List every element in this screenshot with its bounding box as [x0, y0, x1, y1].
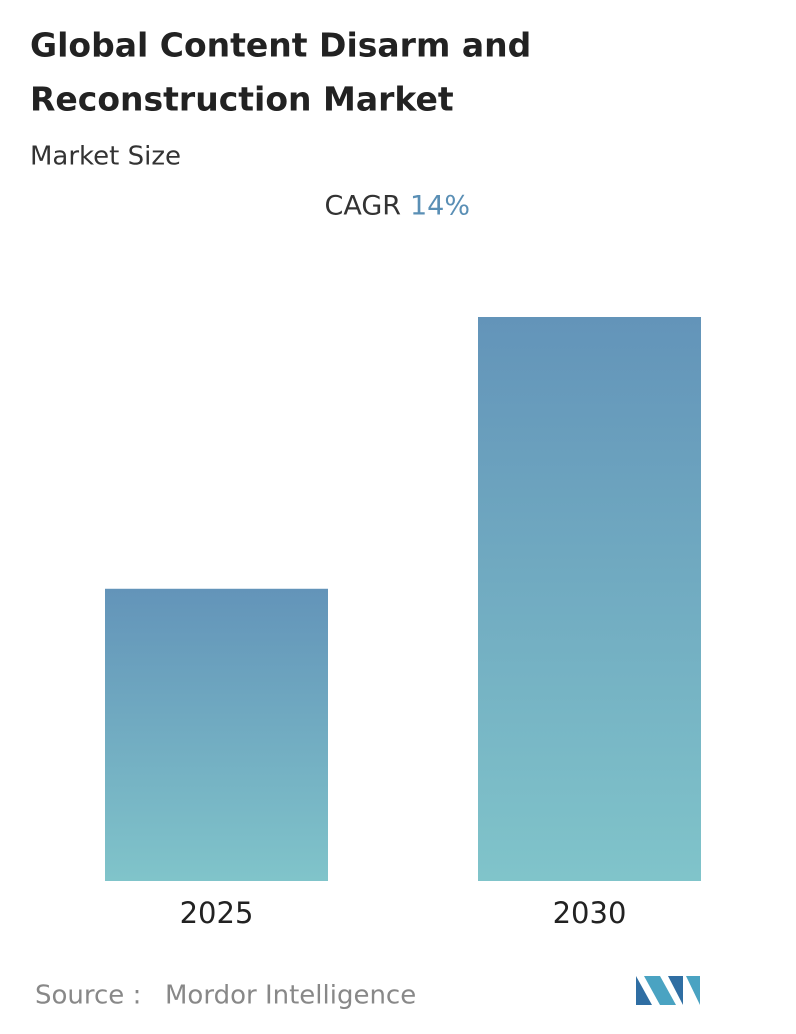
chart-title: Global Content Disarm and: [30, 26, 531, 65]
bar: [478, 317, 701, 881]
x-tick-label: 2030: [553, 896, 627, 930]
x-tick-label: 2025: [180, 896, 254, 930]
bar: [105, 588, 328, 881]
cagr-label: CAGR: [324, 191, 401, 222]
chart-subtitle: Market Size: [30, 142, 181, 172]
cagr-value: 14%: [410, 191, 470, 222]
source: Mordor Intelligence: [165, 981, 416, 1011]
source-label: Source :: [35, 981, 141, 1011]
chart-title: Reconstruction Market: [30, 80, 454, 119]
logo: [636, 976, 700, 1005]
